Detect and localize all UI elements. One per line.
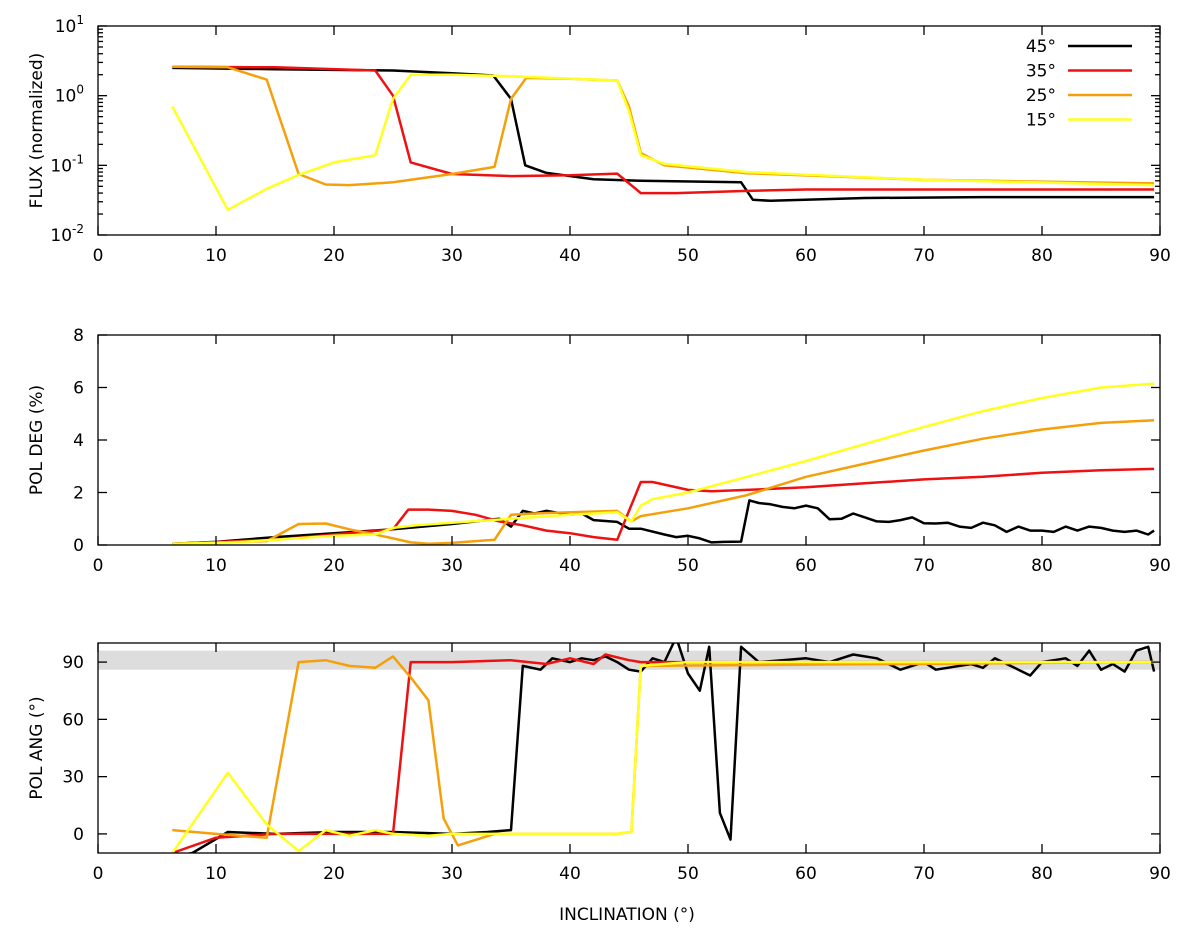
y-tick-label: 30 [62,768,84,788]
y-tick-label: 10-2 [50,222,84,246]
series-line-35deg [171,653,1155,853]
x-tick-label: 0 [93,556,104,576]
y-tick-label: 101 [55,13,84,37]
x-tick-label: 40 [559,556,581,576]
y-tick-exponent: 0 [76,83,84,97]
x-tick-label: 70 [913,556,935,576]
y-tick-label: 60 [62,710,84,730]
y-tick-label: 0 [73,825,84,845]
y-tick-label: 90 [62,653,84,673]
y-tick-exponent: -1 [72,152,84,166]
x-tick-label: 60 [795,864,817,884]
y-axis-title: POL ANG (°) [27,696,47,799]
series-line-35deg [172,65,1155,195]
series-line-15deg [171,73,1155,212]
plot-frame [97,25,1161,236]
x-tick-label: 80 [1031,246,1053,266]
x-tick-label: 40 [559,246,581,266]
series-line-45deg [185,643,1156,853]
x-tick-label: 50 [677,556,699,576]
series-line-45deg [172,499,1155,545]
series-line-15deg [171,660,1155,853]
y-tick-label: 6 [73,379,84,399]
x-axis-title: INCLINATION (°) [559,905,695,925]
x-tick-label: 70 [913,246,935,266]
x-tick-label: 30 [441,556,463,576]
y-tick-base: 10 [50,156,72,176]
x-tick-label: 20 [323,864,345,884]
x-tick-label: 10 [205,246,227,266]
x-tick-label: 50 [677,864,699,884]
series-line-15deg [172,382,1155,545]
legend-label: 35° [1026,62,1056,82]
y-axis-title: FLUX (normalized) [27,53,47,209]
y-tick-base: 10 [50,226,72,246]
x-tick-label: 30 [441,246,463,266]
legend-label: 45° [1026,37,1056,57]
y-tick-label: 0 [73,536,84,556]
y-tick-exponent: 1 [76,13,84,27]
y-tick-base: 10 [55,17,77,37]
x-tick-label: 20 [323,246,345,266]
x-tick-label: 0 [93,246,104,266]
x-tick-label: 60 [795,246,817,266]
y-axis-title: POL DEG (%) [27,385,47,495]
x-tick-label: 10 [205,864,227,884]
series-line-25deg [172,655,1155,847]
legend: 45° 35° 25° 15° [1026,37,1132,131]
y-tick-label: 8 [73,326,84,346]
x-tick-label: 90 [1149,246,1171,266]
legend-label: 25° [1026,86,1056,106]
x-tick-label: 10 [205,556,227,576]
x-tick-label: 80 [1031,556,1053,576]
x-tick-label: 20 [323,556,345,576]
legend-label: 15° [1026,111,1056,131]
x-tick-label: 50 [677,246,699,266]
x-tick-label: 80 [1031,864,1053,884]
x-tick-label: 60 [795,556,817,576]
y-tick-exponent: -2 [72,222,84,236]
y-tick-base: 10 [55,87,77,107]
y-tick-label: 4 [73,431,84,451]
x-tick-label: 90 [1149,556,1171,576]
y-tick-label: 100 [55,83,84,107]
x-tick-label: 0 [93,864,104,884]
x-tick-label: 30 [441,864,463,884]
x-tick-label: 90 [1149,864,1171,884]
x-tick-label: 70 [913,864,935,884]
series-line-35deg [172,467,1155,545]
series-line-25deg [172,419,1155,545]
x-tick-label: 40 [559,864,581,884]
y-tick-label: 10-1 [50,152,84,176]
pol-deg-panel: 0 10 20 30 40 50 60 70 80 90 0 2 4 6 8 POL DEG (%) [27,326,1171,576]
plot-frame [97,642,1161,854]
y-tick-label: 2 [73,484,84,504]
pol-ang-panel: 0 10 20 30 40 50 60 70 80 90 0 30 60 90 POL ANG (°) INC… [27,642,1171,925]
